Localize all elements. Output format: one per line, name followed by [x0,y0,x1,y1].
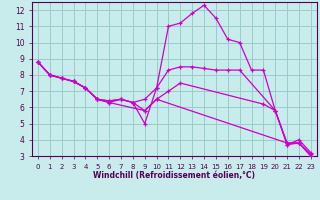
X-axis label: Windchill (Refroidissement éolien,°C): Windchill (Refroidissement éolien,°C) [93,171,255,180]
